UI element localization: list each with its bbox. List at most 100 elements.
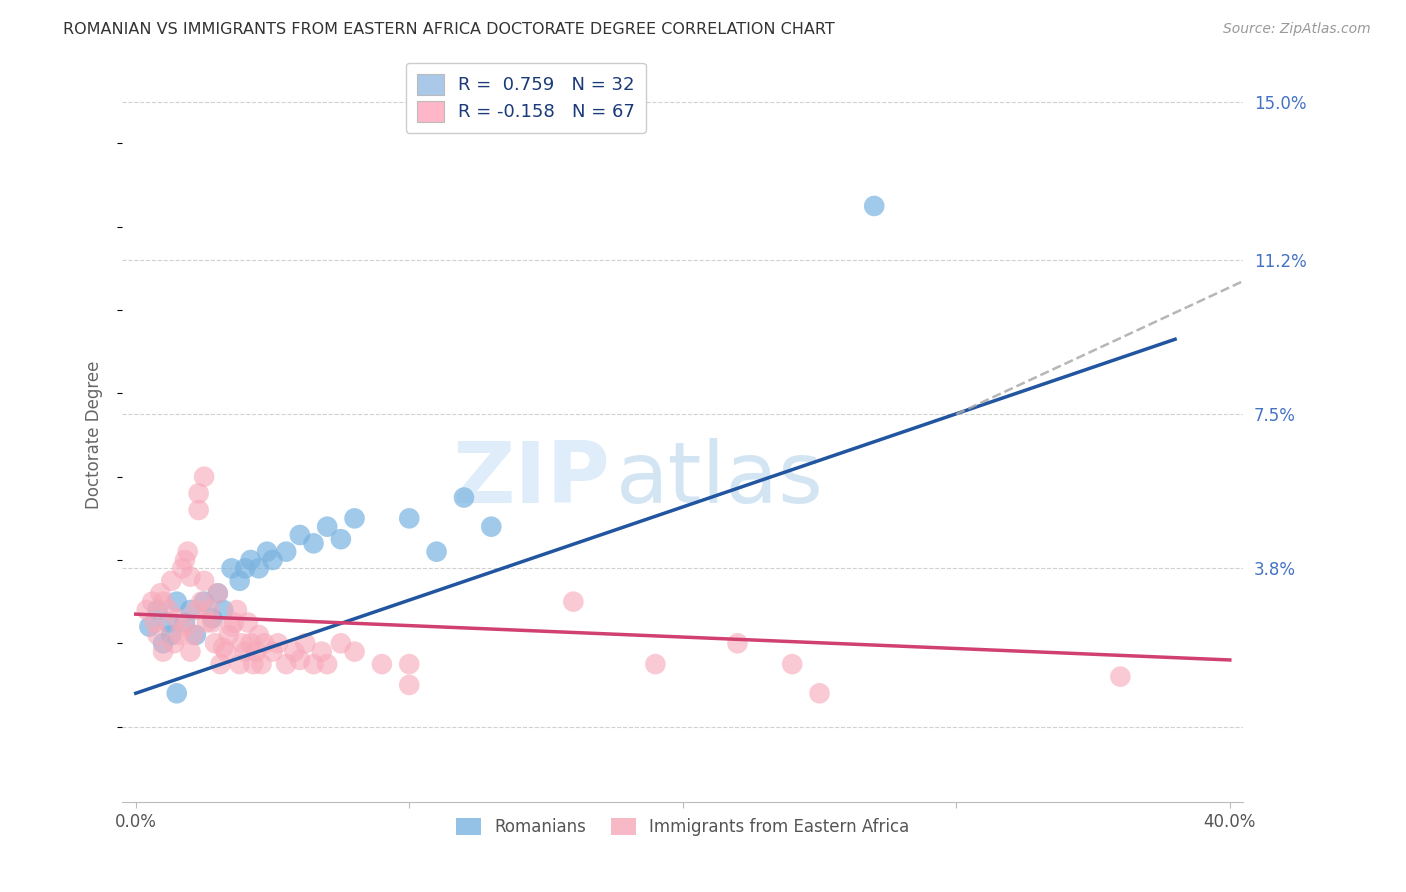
Point (166, 594, 188, 608)
Y-axis label: Doctorate Degree: Doctorate Degree (86, 361, 103, 509)
Point (138, 620, 160, 634)
Text: Source: ZipAtlas.com: Source: ZipAtlas.com (1223, 22, 1371, 37)
Point (242, 657, 264, 672)
Point (179, 569, 201, 583)
Point (276, 544, 298, 558)
Point (250, 657, 273, 672)
Point (262, 645, 284, 659)
Point (329, 636, 352, 650)
Point (253, 636, 276, 650)
Point (224, 615, 246, 630)
Point (163, 636, 186, 650)
Point (808, 686, 831, 700)
Point (174, 553, 197, 567)
Point (479, 519, 502, 533)
Point (256, 544, 278, 558)
Point (193, 594, 215, 608)
Point (187, 503, 209, 517)
Point (143, 615, 166, 630)
Point (193, 469, 215, 483)
Point (228, 657, 250, 672)
Point (172, 561, 194, 575)
Point (179, 603, 201, 617)
Point (160, 628, 183, 642)
Point (233, 645, 256, 659)
Point (157, 615, 180, 630)
Point (288, 653, 311, 667)
Point (267, 636, 290, 650)
Point (311, 645, 333, 659)
Point (276, 657, 298, 672)
Point (288, 528, 311, 542)
Point (398, 511, 420, 525)
Text: ROMANIAN VS IMMIGRANTS FROM EASTERN AFRICA DOCTORATE DEGREE CORRELATION CHART: ROMANIAN VS IMMIGRANTS FROM EASTERN AFRI… (63, 22, 835, 37)
Point (329, 532, 352, 546)
Point (212, 640, 235, 655)
Point (146, 628, 169, 642)
Point (181, 628, 204, 642)
Point (644, 657, 666, 672)
Legend: Romanians, Immigrants from Eastern Africa: Romanians, Immigrants from Eastern Afric… (447, 810, 918, 845)
Point (209, 657, 232, 672)
Point (152, 645, 174, 659)
Point (184, 628, 207, 642)
Point (1109, 670, 1132, 684)
Point (780, 657, 803, 672)
Point (863, 199, 886, 213)
Point (198, 603, 221, 617)
Point (294, 636, 316, 650)
Point (141, 594, 163, 608)
Point (221, 561, 243, 575)
Point (166, 686, 188, 700)
Point (169, 628, 191, 642)
Point (149, 586, 172, 600)
Point (343, 645, 366, 659)
Point (146, 603, 169, 617)
Point (174, 620, 197, 634)
Point (228, 574, 250, 588)
Point (187, 486, 209, 500)
Point (201, 615, 224, 630)
Point (302, 536, 325, 550)
Point (231, 636, 253, 650)
Point (316, 657, 339, 672)
Point (262, 553, 284, 567)
Point (152, 636, 174, 650)
Point (426, 544, 449, 558)
Point (727, 636, 749, 650)
Point (212, 603, 235, 617)
Point (239, 636, 262, 650)
Point (343, 511, 366, 525)
Point (221, 620, 243, 634)
Point (135, 603, 157, 617)
Point (174, 615, 197, 630)
Point (283, 645, 305, 659)
Point (201, 611, 224, 625)
Point (247, 561, 270, 575)
Point (398, 678, 420, 692)
Point (179, 645, 201, 659)
Point (204, 636, 226, 650)
Point (184, 603, 207, 617)
Point (236, 615, 259, 630)
Point (371, 657, 394, 672)
Point (247, 628, 270, 642)
Point (453, 491, 475, 505)
Point (166, 611, 188, 625)
Point (215, 645, 238, 659)
Text: ZIP: ZIP (453, 438, 610, 521)
Point (245, 645, 267, 659)
Point (302, 657, 325, 672)
Point (207, 586, 229, 600)
Point (239, 553, 262, 567)
Point (160, 574, 183, 588)
Point (152, 594, 174, 608)
Point (398, 657, 420, 672)
Point (193, 574, 215, 588)
Point (233, 561, 256, 575)
Point (562, 594, 585, 608)
Text: atlas: atlas (616, 438, 824, 521)
Point (190, 594, 212, 608)
Point (316, 519, 339, 533)
Point (195, 615, 218, 630)
